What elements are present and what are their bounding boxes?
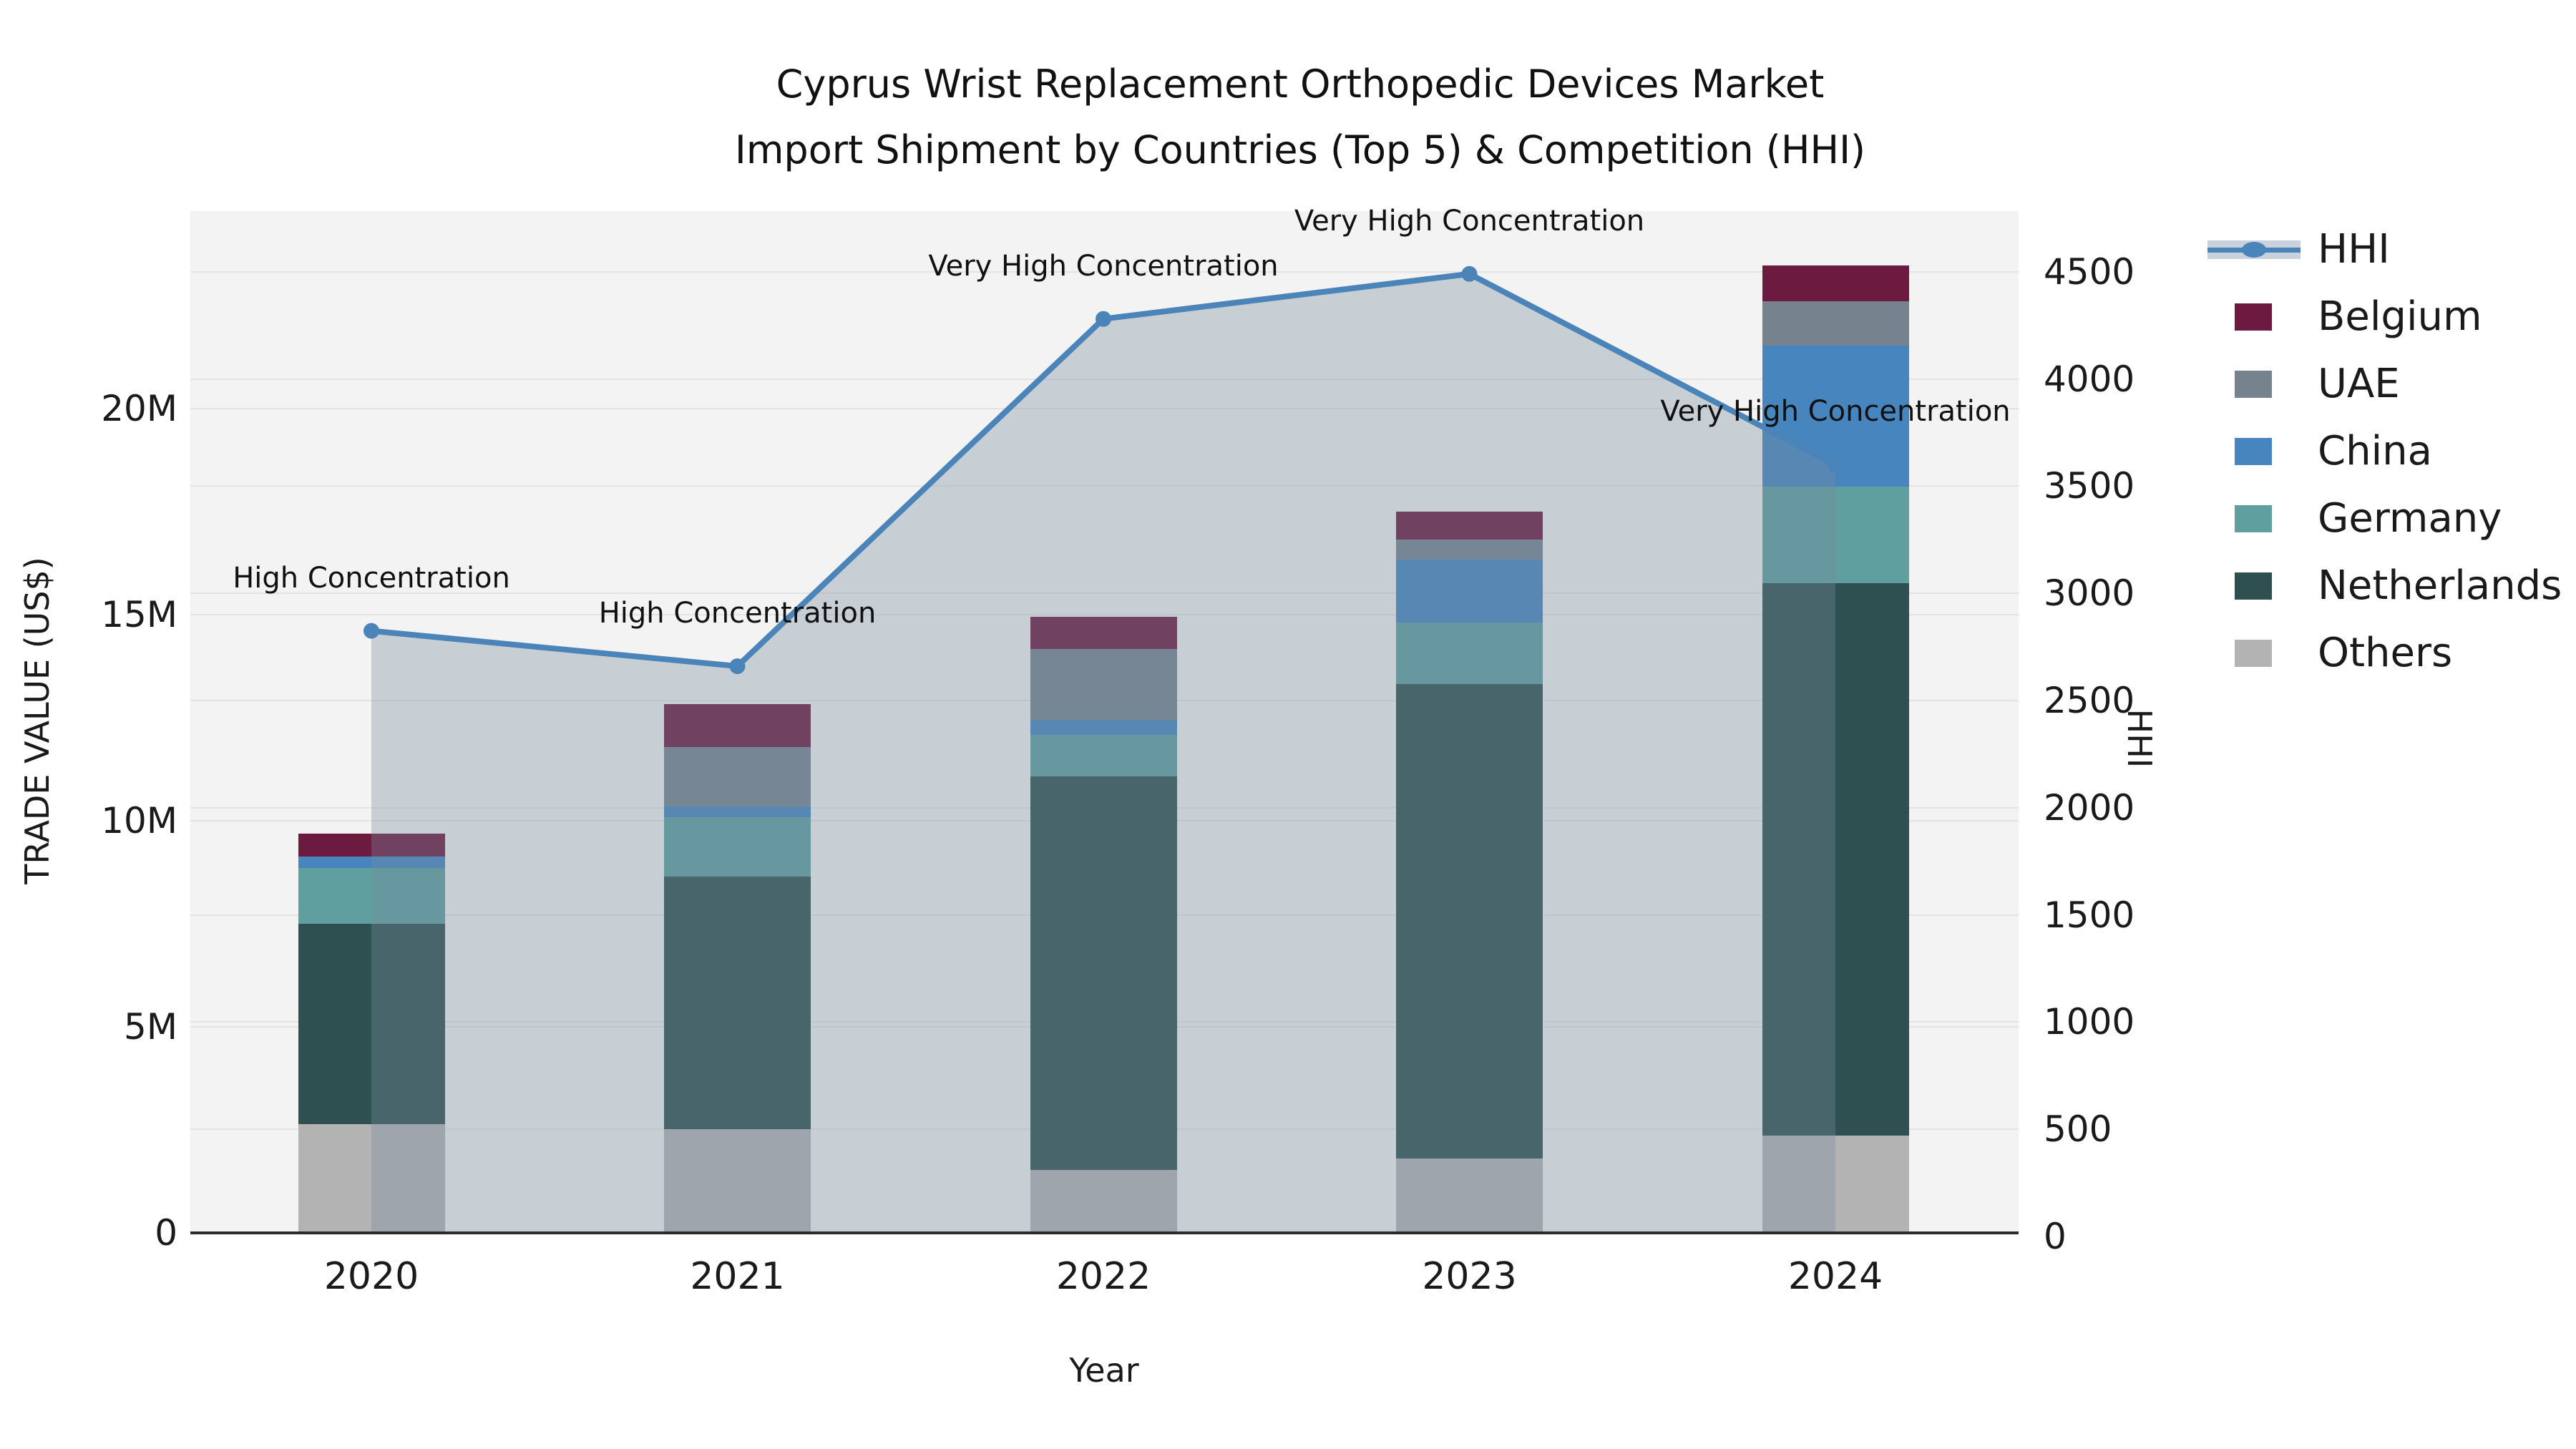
legend-item-hhi: HHI — [2207, 229, 2562, 270]
hhi-annotation-2021: High Concentration — [598, 597, 877, 630]
legend-swatch-germany — [2235, 505, 2272, 532]
x-tick-2022: 2022 — [1055, 1255, 1151, 1298]
legend-swatch-uae — [2235, 371, 2272, 398]
x-tick-2021: 2021 — [690, 1255, 785, 1298]
gridline — [190, 270, 2019, 273]
legend-label-belgium: Belgium — [2318, 293, 2482, 340]
legend-label-china: China — [2318, 428, 2432, 474]
legend-label-uae: UAE — [2318, 361, 2400, 407]
hhi-annotation-2022: Very High Concentration — [928, 249, 1279, 283]
hhi-marker-2020 — [364, 623, 379, 639]
bar-segment-netherlands-2023 — [1396, 684, 1543, 1159]
bar-segment-netherlands-2024 — [1762, 582, 1909, 1136]
bar-segment-germany-2024 — [1762, 486, 1909, 583]
y-tick-right-2000: 2000 — [2044, 786, 2135, 829]
y-tick-right-3000: 3000 — [2044, 572, 2135, 615]
hhi-marker-2023 — [1461, 265, 1478, 282]
y-tick-left-5M: 5M — [124, 1006, 177, 1048]
legend-item-germany: Germany — [2207, 498, 2562, 540]
legend-hhi-marker — [2242, 242, 2266, 258]
legend-swatch-belgium — [2235, 303, 2272, 331]
x-axis-line — [190, 1231, 2019, 1234]
bar-segment-others-2021 — [664, 1128, 811, 1233]
gridline — [190, 485, 2019, 487]
hhi-marker-2022 — [1096, 311, 1111, 327]
bar-segment-germany-2023 — [1396, 622, 1543, 685]
bar-segment-uae-2024 — [1762, 301, 1909, 346]
hhi-area-fill — [371, 273, 1835, 1233]
chart-title: Cyprus Wrist Replacement Orthopedic Devi… — [585, 52, 2016, 183]
plot-area: High Concentration High Concentration Very… — [190, 205, 2019, 1234]
gridline — [190, 614, 2019, 615]
legend-swatch-china — [2235, 438, 2272, 465]
chart-title-line2: Import Shipment by Countries (Top 5) & C… — [734, 127, 1866, 172]
x-tick-2023: 2023 — [1422, 1255, 1517, 1298]
legend-item-uae: UAE — [2207, 364, 2562, 405]
bar-segment-netherlands-2020 — [298, 924, 445, 1124]
legend: HHI Belgium UAE China Germany Netherlands Othe… — [2207, 229, 2562, 674]
hhi-line-chart — [364, 265, 1843, 1233]
hhi-annotation-2020: High Concentration — [233, 561, 510, 595]
bar-segment-uae-2022 — [1030, 649, 1177, 720]
legend-label-germany: Germany — [2318, 495, 2502, 542]
x-axis-label: Year — [1069, 1351, 1139, 1390]
bar-segment-germany-2021 — [664, 816, 811, 877]
hhi-marker-2021 — [729, 658, 746, 675]
bar-segment-uae-2023 — [1396, 539, 1543, 560]
bar-segment-germany-2020 — [298, 868, 445, 924]
gridline — [190, 592, 2019, 595]
bar-segment-uae-2021 — [664, 746, 811, 807]
bar-segment-others-2023 — [1396, 1158, 1543, 1233]
bar-segment-china-2021 — [664, 806, 811, 817]
y-tick-right-4500: 4500 — [2044, 250, 2135, 293]
y-tick-left-10M: 10M — [101, 800, 177, 841]
y-tick-left-20M: 20M — [101, 388, 177, 429]
y-tick-left-0: 0 — [155, 1212, 177, 1254]
gridline — [190, 408, 2019, 409]
x-tick-2024: 2024 — [1787, 1255, 1883, 1298]
bar-segment-belgium-2021 — [664, 704, 811, 747]
bar-segment-china-2023 — [1396, 559, 1543, 623]
bar-segment-others-2024 — [1762, 1136, 1909, 1233]
y-tick-right-2500: 2500 — [2044, 680, 2135, 721]
y-tick-right-1000: 1000 — [2044, 1001, 2135, 1043]
bar-segment-others-2020 — [298, 1123, 445, 1233]
legend-item-netherlands: Netherlands — [2207, 565, 2562, 607]
y-tick-right-1500: 1500 — [2044, 894, 2135, 936]
legend-item-china: China — [2207, 431, 2562, 472]
hhi-marker-2024 — [1828, 457, 1843, 473]
bar-segment-belgium-2020 — [298, 833, 445, 857]
y-tick-right-4000: 4000 — [2044, 358, 2135, 400]
gridline — [190, 378, 2019, 380]
x-tick-2020: 2020 — [323, 1255, 419, 1298]
bar-segment-china-2020 — [298, 857, 445, 869]
y-tick-right-500: 500 — [2044, 1108, 2112, 1151]
legend-label-hhi: HHI — [2318, 226, 2390, 273]
legend-swatch-netherlands — [2235, 572, 2272, 600]
bar-segment-china-2022 — [1030, 719, 1177, 735]
bar-segment-netherlands-2021 — [664, 877, 811, 1129]
bar-segment-others-2022 — [1030, 1170, 1177, 1233]
legend-label-netherlands: Netherlands — [2318, 562, 2562, 609]
y-tick-right-3500: 3500 — [2044, 465, 2135, 507]
bar-segment-netherlands-2022 — [1030, 776, 1177, 1171]
legend-item-others: Others — [2207, 633, 2562, 674]
bar-segment-belgium-2024 — [1762, 265, 1909, 302]
y-tick-right-0: 0 — [2044, 1216, 2067, 1257]
y-axis-label-left: TRADE VALUE (US$) — [18, 557, 57, 884]
bar-segment-germany-2022 — [1030, 734, 1177, 777]
hhi-annotation-2024: Very High Concentration — [1660, 395, 2011, 429]
legend-hhi-line-swatch — [2207, 240, 2301, 259]
hhi-annotation-2023: Very High Concentration — [1294, 204, 1645, 238]
bar-segment-belgium-2022 — [1030, 617, 1177, 650]
y-tick-left-15M: 15M — [101, 594, 177, 635]
legend-label-others: Others — [2318, 630, 2453, 676]
bar-segment-belgium-2023 — [1396, 512, 1543, 540]
legend-item-belgium: Belgium — [2207, 296, 2562, 338]
legend-swatch-others — [2235, 640, 2272, 667]
chart-title-line1: Cyprus Wrist Replacement Orthopedic Devi… — [776, 62, 1825, 107]
